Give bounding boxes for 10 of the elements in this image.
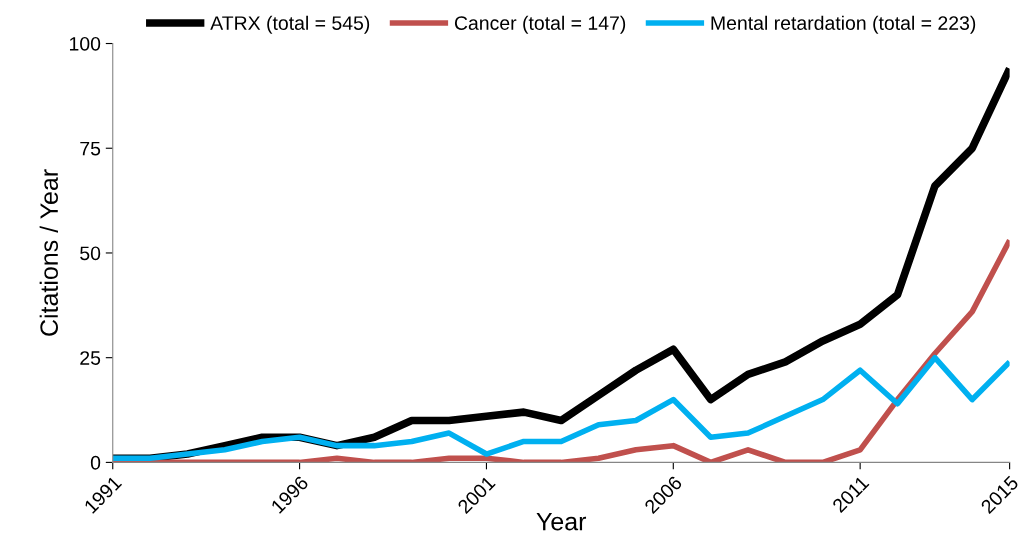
- y-tick-label: 50: [80, 246, 101, 261]
- legend-label: Mental retardation (total = 223): [711, 15, 976, 34]
- y-axis-title: Citations / Year: [39, 169, 59, 336]
- y-tick-label: 75: [80, 141, 101, 156]
- x-axis-title: Year: [536, 512, 587, 531]
- legend-label: Cancer (total = 147): [454, 15, 626, 34]
- y-tick-label: 100: [69, 36, 101, 51]
- y-tick-label: 25: [80, 351, 101, 365]
- y-tick-label: 0: [90, 455, 101, 470]
- legend-label: ATRX (total = 545): [210, 15, 370, 34]
